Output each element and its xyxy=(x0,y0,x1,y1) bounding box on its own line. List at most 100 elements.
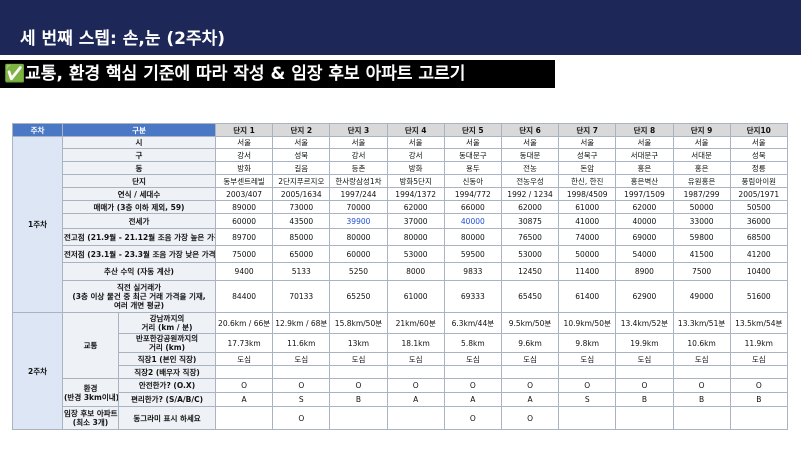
cell: O xyxy=(500,406,560,430)
cell: 서울 xyxy=(329,136,388,149)
cell: A xyxy=(500,392,560,407)
row: 임장 후보 아파트 (최소 3개) 동그라미 표시 하세요 O O O xyxy=(13,406,788,430)
row-label: 직전 실거래가 (3층 이상 물건 중 최근 거래 가격을 기재, 여러 개면 평균… xyxy=(62,280,216,313)
cell xyxy=(214,406,274,430)
cell: 동대문 xyxy=(500,148,560,162)
cell: 69333 xyxy=(443,280,502,313)
cell: 30875 xyxy=(500,213,560,229)
row-label: 반포한강공원까지의 거리 (km) xyxy=(118,333,216,353)
cell: 70000 xyxy=(329,200,388,214)
row: 편리한가? (S/A/B/C) A S B A A A S B B B xyxy=(13,392,788,407)
row: 전저점 (23.1월 - 23.3월 조음 가장 낮은 가격) 75000 6500… xyxy=(13,245,788,263)
cell: A xyxy=(386,392,445,407)
text-line: 반포한강공원까지의 xyxy=(135,334,199,344)
group-cell: 교통 xyxy=(62,312,119,379)
cell: 1997/1509 xyxy=(615,187,674,201)
banner: ✅교통, 환경 핵심 기준에 따라 작성 & 임장 후보 아파트 고르기 xyxy=(0,60,555,88)
cell xyxy=(558,365,617,379)
cell: 동부센트레빌 xyxy=(214,174,274,188)
cell: 신동아 xyxy=(443,174,502,188)
cell: 18.1km xyxy=(386,333,445,353)
cell: 전농우성 xyxy=(500,174,560,188)
row: 매매가 (3층 이하 제외, 59) 89000 73000 70000 62000 66… xyxy=(13,200,788,214)
cell: 유원홍은 xyxy=(672,174,731,188)
cell: 도심 xyxy=(272,352,331,366)
row-label: 편리한가? (S/A/B/C) xyxy=(118,392,216,407)
cell: 50000 xyxy=(558,245,617,263)
group-cell: 임장 후보 아파트 (최소 3개) xyxy=(62,406,119,430)
cell: 서울 xyxy=(443,136,502,149)
text-line: 환경 xyxy=(83,383,98,393)
cell: 66000 xyxy=(443,200,502,214)
cell: 도심 xyxy=(500,352,560,366)
cell: 50000 xyxy=(672,200,731,214)
cell xyxy=(214,365,274,379)
cell xyxy=(386,406,445,430)
cell: 서울 xyxy=(729,136,788,149)
table: 주차 구분 단지 1 단지 2 단지 3 단지 4 단지 5 단지 6 단지 7 단지 8 단지 9… xyxy=(12,123,788,430)
text-line: 교통 xyxy=(83,341,98,350)
cell: 서대문 xyxy=(672,148,731,162)
cell: O xyxy=(272,406,331,430)
column-header: 단지 1 xyxy=(214,123,274,137)
cell: 75000 xyxy=(214,245,274,263)
row-label: 전세가 xyxy=(62,213,216,229)
cell: B xyxy=(729,392,788,407)
cell: 강서 xyxy=(386,148,445,162)
cell: 10400 xyxy=(729,262,788,281)
row-label: 전저점 (23.1월 - 23.3월 조음 가장 낮은 가격) xyxy=(62,245,216,263)
text-line: (반경 3km이내) xyxy=(64,392,119,402)
cell: 강서 xyxy=(214,148,274,162)
cell: 13km xyxy=(329,333,388,353)
cell: 80000 xyxy=(386,228,445,246)
row: 단지 동부센트레빌 2단지푸르지오 한사랑삼성1차 방화5단지 신동아 전농우성 한신, 한진… xyxy=(13,174,788,188)
row-label: 전고점 (21.9월 - 21.12월 조음 가장 높은 가격) xyxy=(62,228,216,246)
cell: 서울 xyxy=(386,136,445,149)
cell: 방화 xyxy=(214,161,274,175)
text-line: 여러 개면 평균) xyxy=(113,301,165,310)
cell: O xyxy=(615,378,674,393)
cell: 홍은 xyxy=(672,161,731,175)
row-label: 직장2 (배우자 직장) xyxy=(118,365,216,379)
cell: 89700 xyxy=(214,228,274,246)
cell: 1998/4509 xyxy=(558,187,617,201)
cell: 53000 xyxy=(500,245,560,263)
cell: 11.9km xyxy=(729,333,788,353)
cell: 서대문구 xyxy=(615,148,674,162)
cell: 도심 xyxy=(214,352,274,366)
cell: 도심 xyxy=(329,352,388,366)
cell: A xyxy=(443,392,502,407)
cell: 73000 xyxy=(272,200,331,214)
text-line: (3층 이상 물건 중 최근 거래 가격을 기재, xyxy=(72,292,206,301)
cell: 등촌 xyxy=(329,161,388,175)
cell: 5.8km xyxy=(443,333,502,353)
cell: 9.8km xyxy=(558,333,617,353)
column-header: 단지 9 xyxy=(672,123,731,137)
cell: 1997/244 xyxy=(329,187,388,201)
cell: 39900 xyxy=(329,213,388,229)
row: 구 강서 성북 강서 강서 동대문구 동대문 성북구 서대문구 서대문 성북 xyxy=(13,148,788,162)
cell: 89000 xyxy=(214,200,274,214)
row-label: 시 xyxy=(62,136,216,149)
cell: O xyxy=(329,378,388,393)
column-header: 단지 4 xyxy=(386,123,445,137)
row: 직장2 (배우자 직장) xyxy=(13,365,788,379)
week-cell: 1주차 xyxy=(12,136,63,313)
cell: 5133 xyxy=(272,262,331,281)
cell: 84400 xyxy=(214,280,274,313)
cell: 2단지푸르지오 xyxy=(272,174,331,188)
cell: 62000 xyxy=(500,200,560,214)
cell: 7500 xyxy=(672,262,731,281)
cell: O xyxy=(672,378,731,393)
cell xyxy=(615,406,674,430)
cell: 서울 xyxy=(672,136,731,149)
column-header: 단지 5 xyxy=(443,123,502,137)
category-header: 구분 xyxy=(62,123,216,137)
cell xyxy=(329,406,388,430)
cell: 69000 xyxy=(615,228,674,246)
cell: 10.9km/50분 xyxy=(558,312,617,334)
cell: 33000 xyxy=(672,213,731,229)
row-label: 강남까지의 거리 (km / 분) xyxy=(118,312,216,334)
cell xyxy=(729,365,788,379)
cell: 1992 / 1234 xyxy=(500,187,560,201)
